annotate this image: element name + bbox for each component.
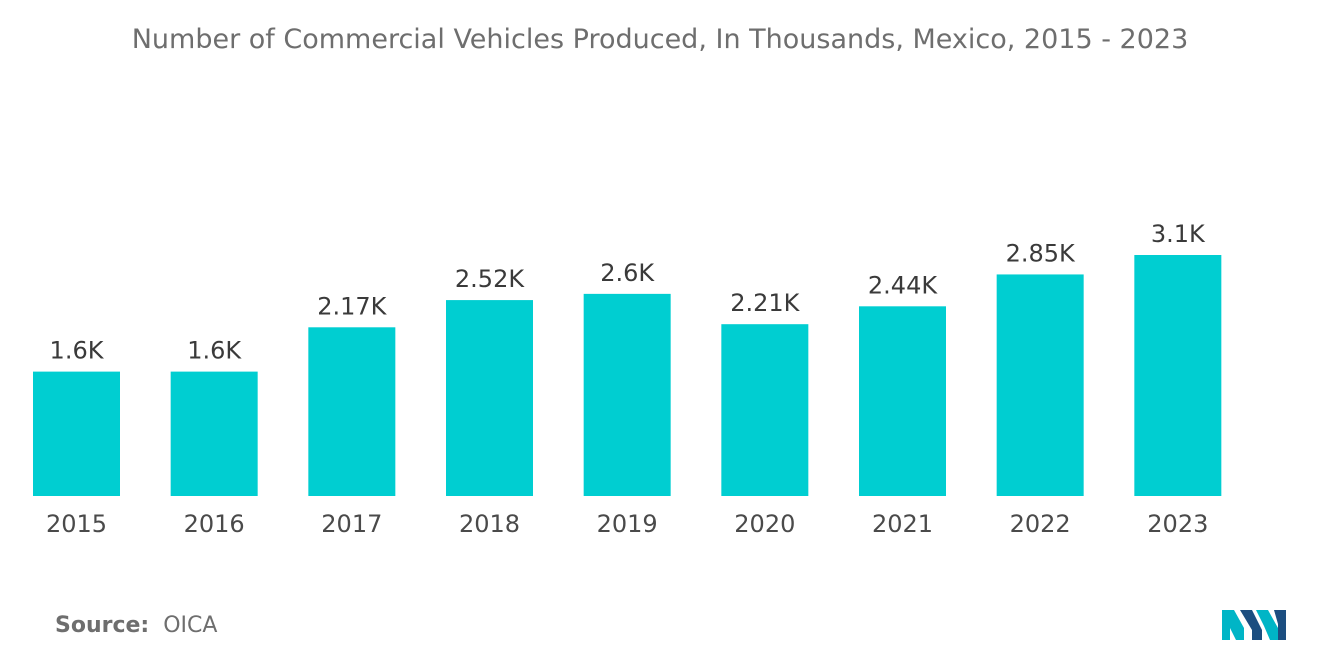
data-label-2023: 3.1K <box>1151 220 1206 248</box>
bar-2022 <box>996 274 1084 496</box>
x-tick-label-2015: 2015 <box>46 510 107 538</box>
source-label: Source: <box>55 613 150 638</box>
data-label-2021: 2.44K <box>868 271 938 299</box>
bar-2021 <box>859 306 946 496</box>
bar-2017 <box>308 327 396 496</box>
data-label-2022: 2.85K <box>1006 239 1076 267</box>
x-tick-label-2020: 2020 <box>734 510 795 538</box>
data-label-2015: 1.6K <box>50 337 105 365</box>
data-label-2017: 2.17K <box>317 292 387 320</box>
mordor-logo-icon <box>1222 610 1286 640</box>
x-tick-label-2023: 2023 <box>1147 510 1208 538</box>
x-tick-label-2021: 2021 <box>872 510 933 538</box>
bar-2019 <box>583 293 671 496</box>
bar-2018 <box>446 300 533 496</box>
data-label-2020: 2.21K <box>730 289 800 317</box>
bar-2016 <box>170 371 258 496</box>
x-tick-label-2022: 2022 <box>1010 510 1071 538</box>
x-tick-label-2019: 2019 <box>597 510 658 538</box>
x-tick-label-2018: 2018 <box>459 510 520 538</box>
x-tick-label-2017: 2017 <box>321 510 382 538</box>
source-value: OICA <box>163 613 218 638</box>
bar-2023 <box>1134 255 1222 496</box>
bar-2020 <box>721 324 809 496</box>
x-tick-label-2016: 2016 <box>184 510 245 538</box>
bar-2015 <box>33 371 120 496</box>
data-label-2016: 1.6K <box>187 337 242 365</box>
data-label-2018: 2.52K <box>455 265 525 293</box>
source-note: Source: OICA <box>55 613 217 638</box>
chart-title: Number of Commercial Vehicles Produced, … <box>131 24 1189 55</box>
data-label-2019: 2.6K <box>600 259 655 287</box>
